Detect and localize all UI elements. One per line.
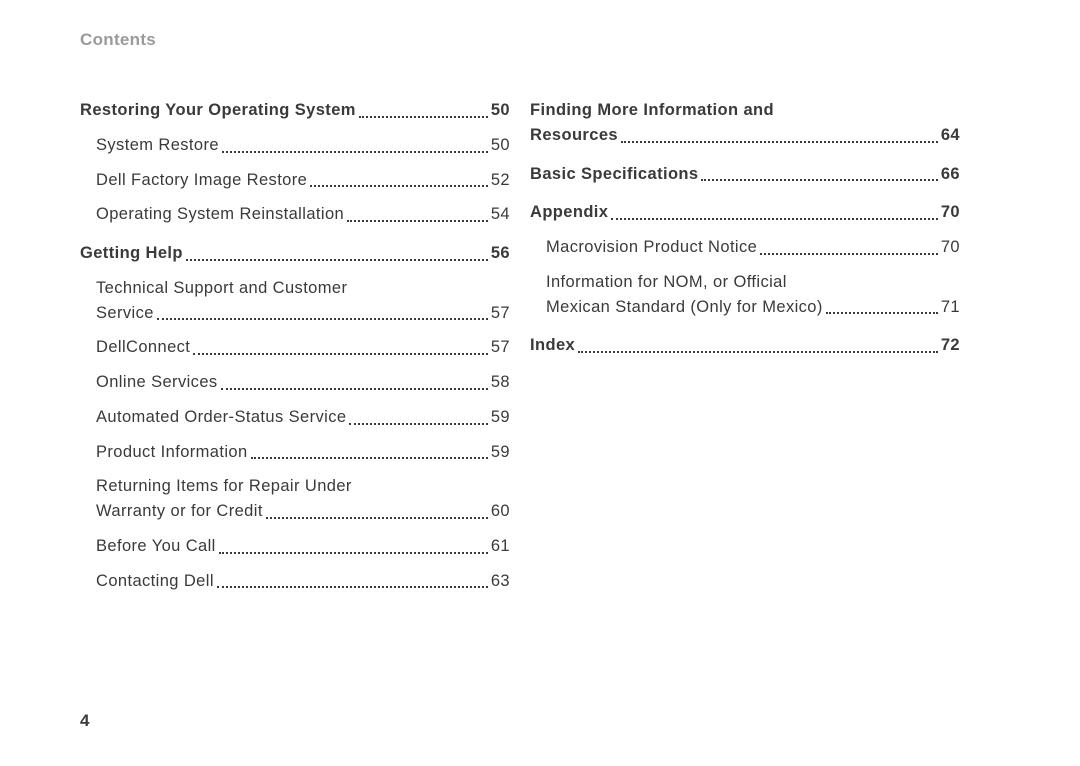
leader-dots [222, 151, 488, 153]
toc-entry-label: Before You Call [96, 534, 216, 559]
contents-header: Contents [80, 30, 1000, 50]
leader-dots [157, 318, 488, 320]
toc-entry-page: 64 [941, 123, 960, 148]
toc-entry-label-line2: Resources [530, 123, 618, 148]
leader-dots [251, 457, 488, 459]
toc-entry-label: Online Services [96, 370, 218, 395]
toc-entry-label: Restoring Your Operating System [80, 98, 356, 123]
toc-entry-label: Macrovision Product Notice [546, 235, 757, 260]
leader-dots [217, 586, 488, 588]
toc-entry-label-line2: Warranty or for Credit [96, 499, 263, 524]
leader-dots [347, 220, 488, 222]
leader-dots [349, 423, 487, 425]
left-column: Restoring Your Operating System50System … [80, 98, 510, 603]
toc-sub-entry: Dell Factory Image Restore 52 [80, 168, 510, 193]
toc-entry-page: 70 [941, 235, 960, 260]
leader-dots [193, 353, 488, 355]
toc-sub-entry: Online Services 58 [80, 370, 510, 395]
toc-entry-label-line1: Finding More Information and [530, 98, 774, 123]
toc-entry-page: 50 [491, 98, 510, 123]
toc-section-entry: Appendix 70 [530, 200, 960, 225]
toc-entry-label: Product Information [96, 440, 248, 465]
toc-sub-entry: Contacting Dell 63 [80, 569, 510, 594]
toc-entry-page: 54 [491, 202, 510, 227]
toc-entry-label: Automated Order-Status Service [96, 405, 346, 430]
toc-sub-entry: Macrovision Product Notice 70 [530, 235, 960, 260]
toc-section-entry: Basic Specifications 66 [530, 162, 960, 187]
leader-dots [219, 552, 488, 554]
leader-dots [611, 218, 937, 220]
toc-section-entry: Restoring Your Operating System 50 [80, 98, 510, 123]
toc-entry-page: 57 [491, 335, 510, 360]
toc-entry-page: 50 [491, 133, 510, 158]
leader-dots [186, 259, 488, 261]
toc-entry-label: Getting Help [80, 241, 183, 266]
toc-entry-page: 60 [491, 499, 510, 524]
toc-entry-label-line2: Service [96, 301, 154, 326]
toc-entry-page: 57 [491, 301, 510, 326]
toc-entry-page: 71 [941, 295, 960, 320]
toc-section-entry: Getting Help 56 [80, 241, 510, 266]
toc-entry-label: Appendix [530, 200, 608, 225]
toc-entry-page: 59 [491, 405, 510, 430]
toc-entry-page: 70 [941, 200, 960, 225]
page-number: 4 [80, 711, 89, 731]
toc-sub-entry: Product Information 59 [80, 440, 510, 465]
toc-section-entry: Index 72 [530, 333, 960, 358]
toc-entry-label: Index [530, 333, 575, 358]
leader-dots [221, 388, 488, 390]
leader-dots [760, 253, 938, 255]
toc-entry-page: 72 [941, 333, 960, 358]
leader-dots [701, 179, 937, 181]
toc-sub-entry: DellConnect 57 [80, 335, 510, 360]
toc-sub-entry: Operating System Reinstallation 54 [80, 202, 510, 227]
leader-dots [578, 351, 938, 353]
toc-entry-page: 63 [491, 569, 510, 594]
toc-entry-label-line1: Information for NOM, or Official [546, 270, 787, 295]
toc-entry-label-line1: Returning Items for Repair Under [96, 474, 352, 499]
toc-entry-label: System Restore [96, 133, 219, 158]
toc-columns: Restoring Your Operating System50System … [80, 98, 1000, 603]
toc-entry-page: 66 [941, 162, 960, 187]
leader-dots [826, 312, 938, 314]
leader-dots [310, 185, 488, 187]
toc-entry-label-line1: Technical Support and Customer [96, 276, 347, 301]
toc-entry-label: Operating System Reinstallation [96, 202, 344, 227]
toc-entry-label: Basic Specifications [530, 162, 698, 187]
toc-sub-entry: System Restore 50 [80, 133, 510, 158]
toc-entry-page: 52 [491, 168, 510, 193]
toc-entry-label: Dell Factory Image Restore [96, 168, 307, 193]
toc-sub-entry: Before You Call 61 [80, 534, 510, 559]
right-column: Finding More Information andResources 64 B… [530, 98, 960, 603]
toc-entry-page: 58 [491, 370, 510, 395]
leader-dots [266, 517, 488, 519]
toc-entry-page: 59 [491, 440, 510, 465]
toc-sub-entry: Automated Order-Status Service 59 [80, 405, 510, 430]
toc-entry-label: Contacting Dell [96, 569, 214, 594]
leader-dots [359, 116, 488, 118]
toc-entry-page: 61 [491, 534, 510, 559]
toc-entry-page: 56 [491, 241, 510, 266]
toc-entry-label-line2: Mexican Standard (Only for Mexico) [546, 295, 823, 320]
toc-entry-label: DellConnect [96, 335, 190, 360]
leader-dots [621, 141, 938, 143]
